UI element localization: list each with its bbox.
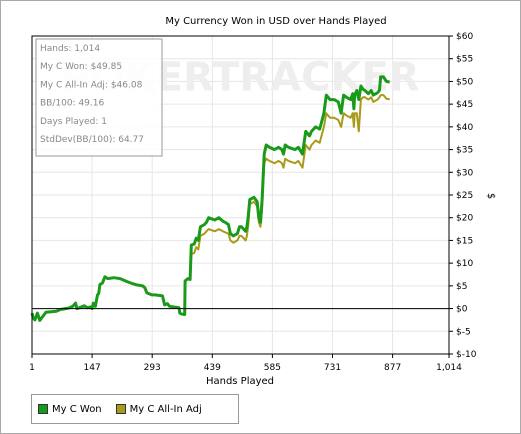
legend-label-allin: My C All-In Adj	[129, 403, 202, 415]
y-axis-label: $	[485, 193, 496, 199]
chart-title: My Currency Won in USD over Hands Played	[165, 16, 386, 27]
series-line-won	[30, 75, 391, 322]
y-tick-label: $45	[456, 100, 473, 110]
y-tick-label: $30	[456, 168, 473, 178]
y-axis: $-10 $-5 $0 $5 $10 $15 $20 $25 $30 $35 $40 $45 $50 $5…	[449, 32, 477, 360]
y-tick-label: $0	[456, 305, 468, 315]
y-tick-label: $10	[456, 259, 473, 269]
stats-line: Hands: 1,014	[40, 44, 100, 54]
legend-item-won: My C Won	[38, 404, 102, 415]
legend-swatch-allin	[115, 404, 126, 414]
x-tick-label: 439	[204, 363, 221, 373]
x-tick-label: 147	[84, 363, 101, 373]
y-tick-label: $35	[456, 146, 473, 156]
stats-box: Hands: 1,014 My C Won: $49.85 My C All-In …	[35, 38, 163, 157]
x-tick-label: 1	[29, 363, 35, 373]
stats-line: Days Played: 1	[40, 117, 107, 127]
x-tick-label: 877	[384, 363, 401, 373]
x-tick-label: 1,014	[436, 363, 462, 373]
y-tick-label: $25	[456, 191, 473, 201]
stats-line: My C All-In Adj: $46.08	[40, 80, 143, 90]
legend-item-allin: My C All-In Adj	[115, 403, 202, 415]
legend-swatch-won	[38, 404, 48, 414]
legend: My C Won My C All-In Adj	[31, 394, 239, 424]
y-tick-label: $60	[456, 32, 473, 42]
y-tick-label: $40	[456, 123, 473, 133]
x-axis-label: Hands Played	[206, 376, 274, 387]
stats-line: StdDev(BB/100): 64.77	[40, 135, 144, 145]
y-tick-label: $20	[456, 214, 473, 224]
x-axis: 1 147 293 439 585 731 877 1,014	[29, 354, 462, 373]
y-tick-label: $15	[456, 236, 473, 246]
y-tick-label: $5	[456, 282, 467, 292]
stats-line: BB/100: 49.16	[40, 99, 104, 109]
legend-label-won: My C Won	[52, 403, 102, 415]
y-tick-label: $-10	[456, 350, 477, 360]
y-tick-label: $50	[456, 77, 473, 87]
x-tick-label: 731	[324, 363, 341, 373]
y-tick-label: $-5	[456, 327, 471, 337]
stats-box-frame	[35, 38, 163, 157]
y-tick-label: $55	[456, 55, 473, 65]
stats-line: My C Won: $49.85	[40, 62, 122, 72]
x-tick-label: 293	[144, 363, 161, 373]
series-lines	[30, 75, 391, 322]
x-tick-label: 585	[264, 363, 281, 373]
